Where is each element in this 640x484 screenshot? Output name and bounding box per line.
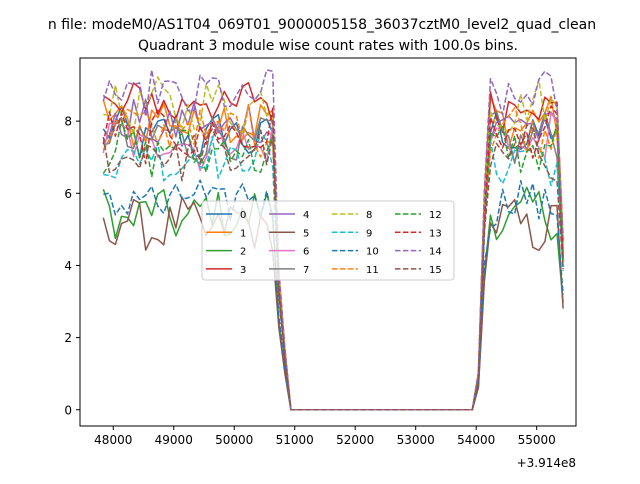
x-tick-label: 53000 — [397, 433, 435, 447]
legend-label-7: 7 — [303, 265, 309, 276]
x-tick-label: 51000 — [276, 433, 314, 447]
legend-label-4: 4 — [303, 210, 309, 221]
legend-label-13: 13 — [429, 228, 442, 239]
x-tick-label: 50000 — [215, 433, 253, 447]
legend-label-14: 14 — [429, 247, 442, 258]
legend-label-2: 2 — [240, 247, 246, 258]
plot-frame — [79, 57, 577, 427]
legend-label-3: 3 — [240, 265, 246, 276]
x-tick-label: 54000 — [457, 433, 495, 447]
y-tick-label: 6 — [64, 187, 72, 201]
legend-label-1: 1 — [240, 228, 246, 239]
legend-label-5: 5 — [303, 228, 309, 239]
legend-label-12: 12 — [429, 210, 442, 221]
legend-label-6: 6 — [303, 247, 309, 258]
series-line-10 — [103, 179, 564, 411]
x-tick-label: 52000 — [336, 433, 374, 447]
x-tick-label: 55000 — [518, 433, 556, 447]
y-tick-label: 2 — [64, 331, 72, 345]
legend-label-11: 11 — [366, 265, 379, 276]
figure-suptitle: n file: modeM0/AS1T04_069T01_9000005158_… — [48, 17, 596, 33]
legend-box — [201, 200, 455, 281]
x-tick-label: 49000 — [155, 433, 193, 447]
legend-label-0: 0 — [240, 210, 246, 221]
x-tick-label: 48000 — [94, 433, 132, 447]
y-tick-label: 0 — [64, 403, 72, 417]
y-tick-label: 4 — [64, 259, 72, 273]
legend-label-8: 8 — [366, 210, 372, 221]
series-layer — [102, 69, 564, 411]
legend-label-10: 10 — [366, 247, 379, 258]
series-line-15 — [102, 124, 564, 411]
legend-label-15: 15 — [429, 265, 442, 276]
x-offset-text: +3.914e8 — [517, 456, 576, 470]
y-tick-label: 8 — [64, 115, 72, 129]
legend-label-9: 9 — [366, 228, 372, 239]
chart-title: Quadrant 3 module wise count rates with … — [138, 38, 518, 54]
axes-layer: 48000 49000 50000 51000 52000 53000 54000 55000… — [64, 115, 555, 447]
